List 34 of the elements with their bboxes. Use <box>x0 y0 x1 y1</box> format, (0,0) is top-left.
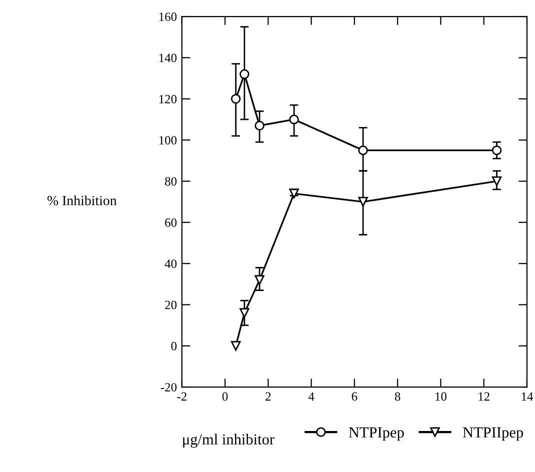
y-tick-label: 140 <box>159 54 177 62</box>
point <box>240 69 250 80</box>
point <box>254 275 264 285</box>
y-tick-label: 20 <box>165 300 177 310</box>
x-tick-label: 0 <box>222 392 228 401</box>
x-tick-label: 4 <box>308 392 314 401</box>
point <box>230 94 241 104</box>
y-tick-label: 60 <box>165 218 177 227</box>
x-tick-label: 12 <box>478 392 490 401</box>
x-axis-title: μg/ml inhibitor <box>183 434 274 448</box>
y-tick-label: -20 <box>160 383 177 392</box>
point <box>492 176 502 186</box>
y-tick-label: 40 <box>164 260 177 268</box>
point <box>230 341 241 351</box>
x-tick-label: -2 <box>177 392 186 401</box>
y-tick-label: 120 <box>159 94 177 104</box>
x-tick-label: 10 <box>436 392 446 401</box>
x-tick-label: 8 <box>394 392 400 401</box>
point <box>358 196 368 207</box>
x-tick-label: 2 <box>266 392 271 401</box>
y-axis-title: % Inhibition <box>47 195 117 206</box>
x-tick-label: 6 <box>352 392 358 401</box>
y-tick-label: 100 <box>159 136 177 144</box>
y-tick-label: 80 <box>165 177 177 186</box>
point <box>289 114 299 124</box>
point <box>240 308 250 318</box>
point <box>254 120 264 130</box>
legend-label: NTPIpep <box>348 427 404 441</box>
point <box>492 145 502 156</box>
legend-label: NTPIIpep <box>462 427 523 441</box>
y-tick-label: 0 <box>171 342 177 350</box>
point <box>358 145 368 156</box>
x-tick-label: 14 <box>522 392 534 401</box>
y-tick-label: 160 <box>159 12 177 21</box>
